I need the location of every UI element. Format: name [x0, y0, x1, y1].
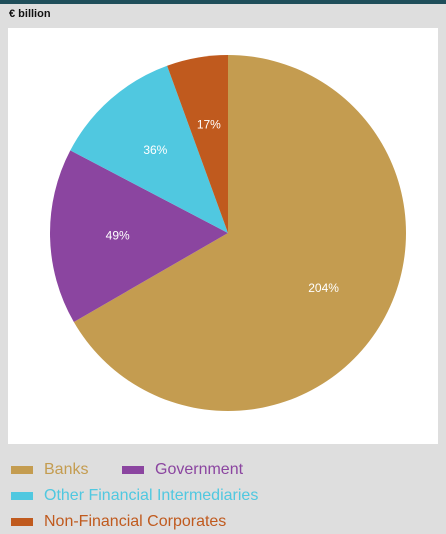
unit-label: € billion	[9, 8, 51, 20]
legend-label-government: Government	[155, 461, 244, 478]
pie-chart: 204% 49% 36% 17%	[49, 55, 407, 411]
legend-swatch-banks	[11, 466, 33, 474]
legend-swatch-non-financial-corporates	[11, 518, 33, 526]
data-label-government: 49%	[106, 228, 130, 242]
pie-slice-banks	[73, 55, 407, 411]
legend-label-banks: Banks	[44, 461, 89, 478]
legend: Banks Government Other Financial Interme…	[0, 456, 446, 534]
data-label-other-financial-intermediaries: 36%	[143, 143, 167, 157]
pie-slice-other-financial-intermediaries	[70, 65, 228, 233]
data-label-banks: 204%	[308, 281, 339, 295]
legend-swatch-other-financial-intermediaries	[11, 492, 33, 500]
data-label-non-financial-corporates: 17%	[197, 117, 221, 131]
top-accent-bar	[0, 0, 446, 4]
legend-swatch-government	[122, 466, 144, 474]
plot-area: 204% 49% 36% 17%	[8, 28, 438, 444]
legend-label-non-financial-corporates: Non-Financial Corporates	[44, 513, 227, 530]
pie-slice-government	[49, 150, 228, 322]
legend-label-other-financial-intermediaries: Other Financial Intermediaries	[44, 487, 259, 504]
pie-slice-non-financial-corporates	[167, 55, 228, 233]
